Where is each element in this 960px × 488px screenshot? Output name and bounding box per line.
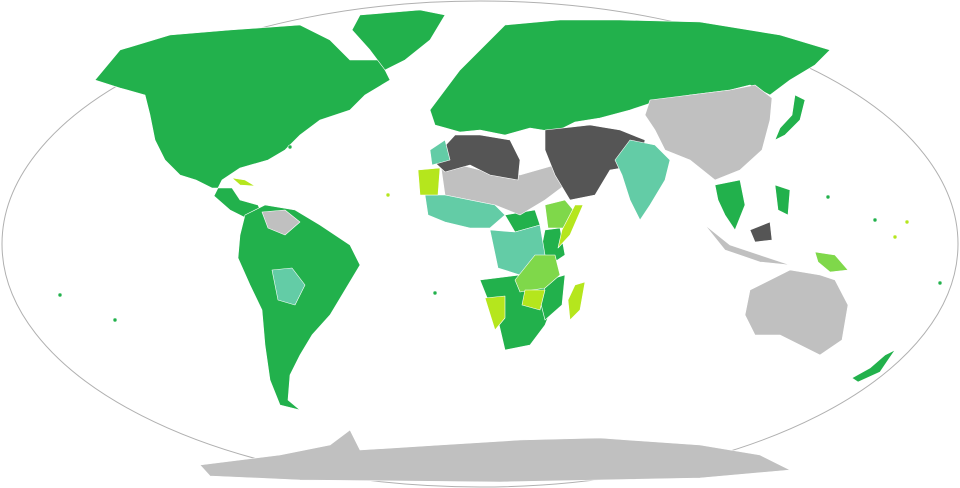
australia xyxy=(744,269,849,356)
venezuela-area xyxy=(261,209,301,236)
mauritania xyxy=(417,167,441,196)
namibia xyxy=(484,295,506,331)
island xyxy=(892,234,898,240)
cuba xyxy=(231,177,256,187)
somalia xyxy=(557,204,584,249)
india xyxy=(614,139,671,221)
indonesia xyxy=(704,224,791,266)
west-africa-teal xyxy=(424,194,506,229)
region-category-4 xyxy=(231,167,910,331)
north-africa-dark xyxy=(431,134,521,181)
island xyxy=(904,219,910,225)
papua-new-guinea xyxy=(814,251,849,273)
tanzania-zambia xyxy=(514,254,561,293)
madagascar xyxy=(567,281,586,321)
antarctica xyxy=(199,429,791,483)
morocco-area xyxy=(429,139,451,166)
bolivia xyxy=(271,267,306,306)
china-mongolia xyxy=(644,84,773,181)
region-no-data xyxy=(199,84,849,483)
region-category-5 xyxy=(431,124,773,243)
malaysia-brunei xyxy=(749,221,773,243)
zimbabwe xyxy=(521,289,546,311)
island xyxy=(385,192,391,198)
middle-east-dark xyxy=(544,124,646,201)
